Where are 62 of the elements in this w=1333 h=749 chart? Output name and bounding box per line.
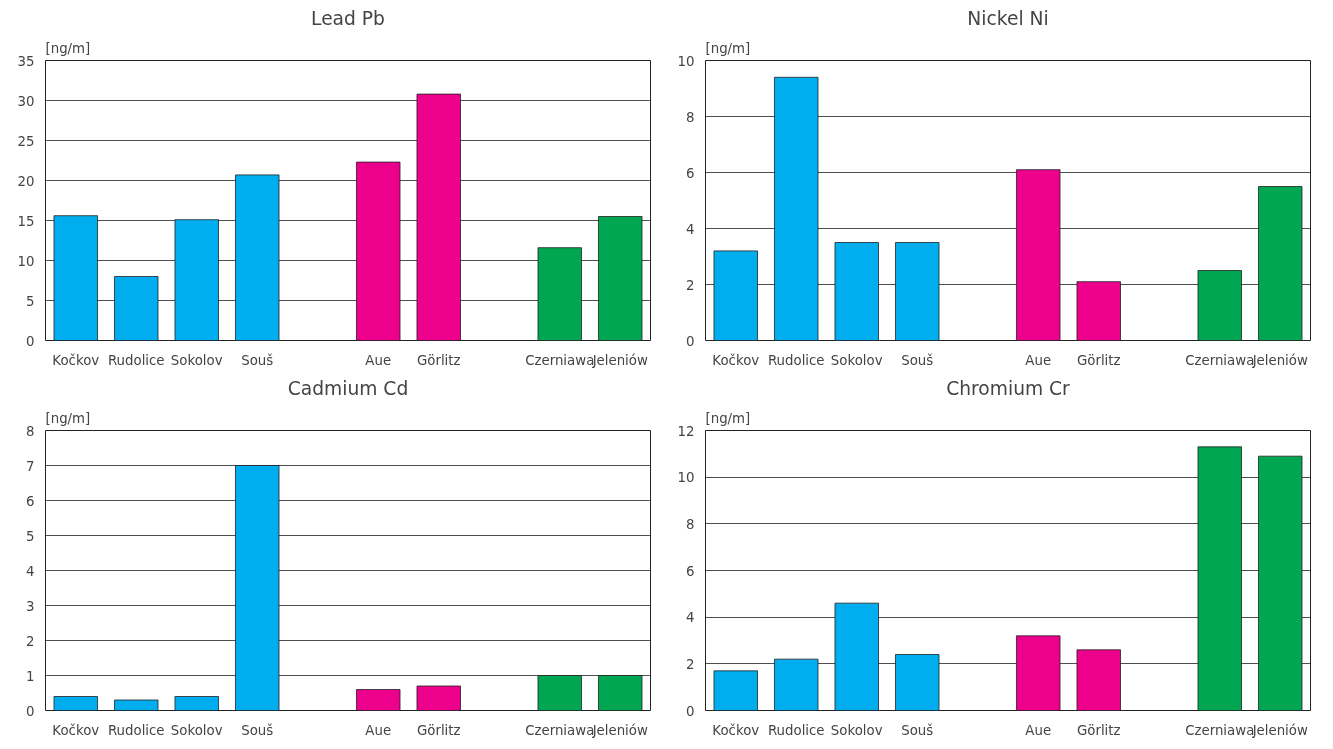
y-axis-title: [ng/m] [705, 410, 751, 426]
y-tick-label: 25 [17, 133, 35, 149]
y-tick-label: 8 [686, 109, 695, 125]
y-tick-label: 2 [686, 656, 695, 672]
y-tick-label: 8 [26, 423, 35, 439]
x-tick-label: Görlitz [416, 722, 461, 738]
y-tick-label: 0 [686, 703, 695, 719]
y-axis-title: [ng/m] [45, 40, 91, 56]
x-tick-label: Souš [241, 352, 274, 368]
x-tick-label: Sokolov [170, 352, 223, 368]
x-tick-label: Aue [365, 722, 392, 738]
x-tick-label: Kočkov [712, 722, 760, 738]
y-tick-label: 5 [26, 528, 35, 544]
chart-title: Lead Pb [311, 7, 385, 29]
chart-title: Nickel Ni [967, 7, 1049, 29]
y-tick-label: 5 [26, 293, 35, 309]
y-tick-label: 4 [26, 563, 35, 579]
y-tick-label: 15 [17, 213, 35, 229]
x-tick-label: Souš [241, 722, 274, 738]
x-tick-label: Rudolice [767, 722, 825, 738]
y-tick-label: 30 [17, 93, 35, 109]
x-tick-label: Kočkov [52, 722, 100, 738]
x-tick-label: Aue [1025, 352, 1052, 368]
y-tick-label: 10 [677, 53, 695, 69]
x-tick-label: Kočkov [712, 352, 760, 368]
y-tick-label: 0 [26, 333, 35, 349]
y-tick-label: 10 [677, 470, 695, 486]
x-tick-label: Aue [1025, 722, 1052, 738]
y-tick-label: 0 [26, 703, 35, 719]
x-tick-label: Sokolov [170, 722, 223, 738]
x-tick-label: Souš [901, 352, 934, 368]
x-tick-label: Kočkov [52, 352, 100, 368]
y-tick-label: 35 [17, 53, 35, 69]
y-tick-label: 4 [686, 221, 695, 237]
y-tick-label: 7 [26, 458, 35, 474]
chart-title: Chromium Cr [946, 377, 1071, 399]
y-tick-label: 2 [26, 633, 35, 649]
y-tick-label: 12 [677, 423, 695, 439]
y-tick-label: 1 [26, 668, 35, 684]
y-axis-title: [ng/m] [45, 410, 91, 426]
y-tick-label: 6 [686, 165, 695, 181]
y-tick-label: 6 [686, 563, 695, 579]
y-tick-label: 10 [17, 253, 35, 269]
x-tick-label: Görlitz [1076, 352, 1121, 368]
x-tick-label: Görlitz [1076, 722, 1121, 738]
y-tick-label: 0 [686, 333, 695, 349]
x-tick-label: Sokolov [830, 722, 883, 738]
x-tick-label: Rudolice [107, 352, 165, 368]
x-tick-label: Aue [365, 352, 392, 368]
y-tick-label: 2 [686, 277, 695, 293]
chart-title: Cadmium Cd [287, 377, 409, 399]
y-tick-label: 20 [17, 173, 35, 189]
x-tick-label: Rudolice [767, 352, 825, 368]
y-axis-title: [ng/m] [705, 40, 751, 56]
x-tick-label: Souš [901, 722, 934, 738]
x-tick-label: Rudolice [107, 722, 165, 738]
y-tick-label: 6 [26, 493, 35, 509]
y-tick-label: 8 [686, 516, 695, 532]
x-tick-label: Görlitz [416, 352, 461, 368]
y-tick-label: 3 [26, 598, 35, 614]
y-tick-label: 4 [686, 610, 695, 626]
x-tick-label: Sokolov [830, 352, 883, 368]
